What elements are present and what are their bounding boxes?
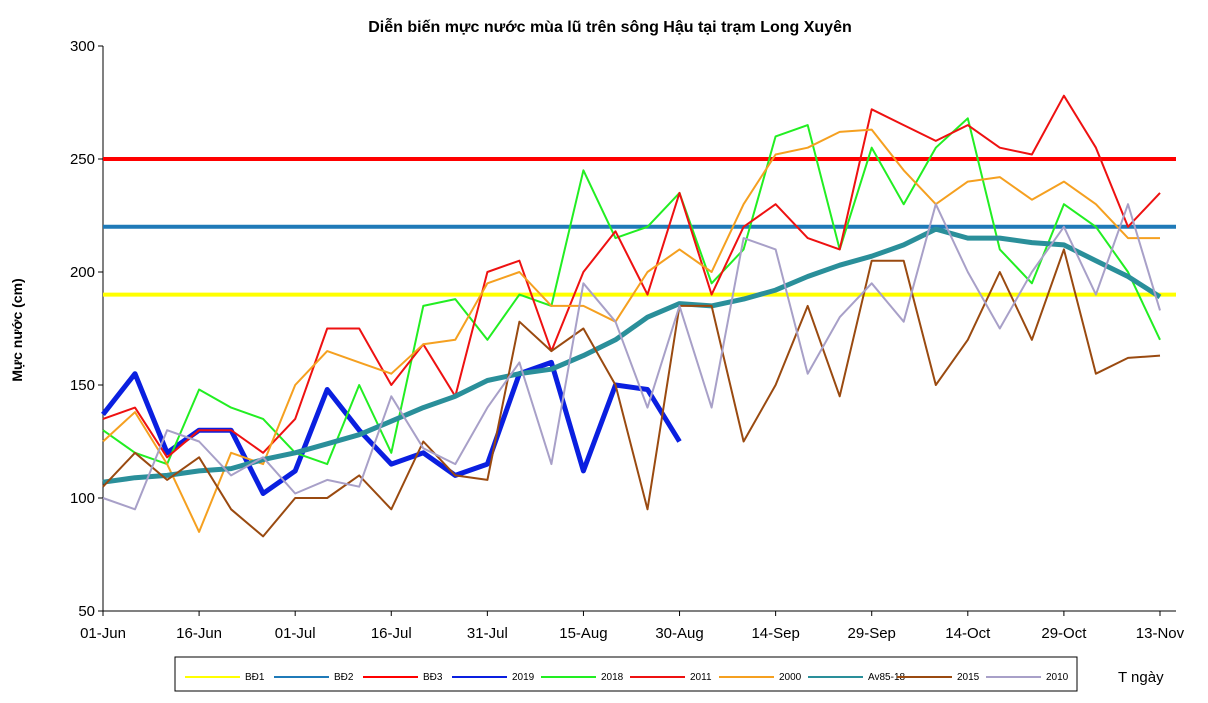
legend-label: 2018 — [601, 672, 624, 683]
legend-label: BĐ1 — [245, 672, 265, 683]
y-tick-label: 300 — [70, 38, 95, 55]
legend-label: 2000 — [779, 672, 802, 683]
x-tick-label: 14-Sep — [751, 625, 799, 642]
x-axis-label: T ngày — [1118, 669, 1164, 686]
legend-label: 2015 — [957, 672, 980, 683]
x-tick-label: 01-Jun — [80, 625, 126, 642]
legend-box — [174, 656, 1078, 692]
series-line — [102, 94, 1161, 459]
y-tick-label: 150 — [70, 377, 95, 394]
series-line — [102, 248, 1161, 538]
series-line — [102, 117, 1161, 466]
series-line — [102, 203, 1161, 511]
legend-label: 2010 — [1046, 672, 1069, 683]
legend-label: BĐ2 — [334, 672, 354, 683]
legend-label: Av85-18 — [868, 672, 906, 683]
x-tick-label: 16-Jun — [176, 625, 222, 642]
x-tick-label: 30-Aug — [655, 625, 703, 642]
chart-title: Diễn biến mực nước mùa lũ trên sông Hậu … — [368, 17, 852, 36]
legend-label: 2011 — [690, 672, 712, 683]
legend-label: 2019 — [512, 672, 535, 683]
series-line — [102, 226, 1162, 485]
x-tick-label: 13-Nov — [1136, 625, 1185, 642]
y-axis-label: Mực nước (cm) — [9, 278, 25, 381]
y-tick-label: 250 — [70, 151, 95, 168]
y-tick-label: 100 — [70, 490, 95, 507]
legend-label: BĐ3 — [423, 672, 443, 683]
x-tick-label: 16-Jul — [371, 625, 412, 642]
x-tick-label: 29-Oct — [1041, 625, 1087, 642]
series-line — [102, 128, 1160, 533]
x-tick-label: 29-Sep — [848, 625, 896, 642]
y-tick-label: 50 — [78, 603, 95, 620]
x-tick-label: 01-Jul — [275, 625, 316, 642]
x-tick-label: 15-Aug — [559, 625, 607, 642]
x-tick-label: 31-Jul — [467, 625, 508, 642]
x-tick-label: 14-Oct — [945, 625, 991, 642]
y-tick-label: 200 — [70, 264, 95, 281]
